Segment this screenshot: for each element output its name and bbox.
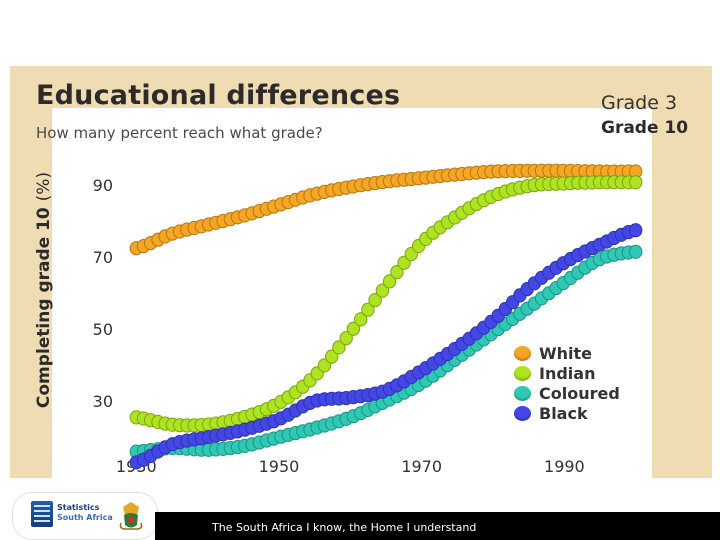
chart-subtitle: How many percent reach what grade?	[36, 124, 323, 142]
series-indian	[129, 175, 643, 433]
marker-indian-34	[375, 283, 390, 298]
legend-label-black: Black	[539, 403, 588, 423]
y-tick-label-70: 70	[93, 248, 113, 267]
x-tick-label-1970: 1970	[401, 457, 442, 476]
chart-title: Educational differences	[36, 80, 401, 111]
legend-item-black: Black	[514, 403, 588, 423]
stats-sa-logo: Statistics South Africa	[12, 492, 158, 540]
legend-label-coloured: Coloured	[539, 383, 620, 403]
y-tick-label-90: 90	[93, 176, 113, 195]
stats-sa-wordmark: Statistics South Africa	[57, 503, 113, 523]
marker-indian-28	[332, 340, 346, 355]
marker-coloured-69	[629, 244, 643, 259]
x-tick-label-1950: 1950	[259, 457, 300, 476]
series-white	[129, 163, 643, 256]
marker-indian-35	[382, 274, 397, 289]
legend-swatch-black	[514, 405, 531, 421]
legend-label-white: White	[539, 343, 593, 363]
series-black	[129, 223, 643, 470]
marker-indian-27	[325, 349, 339, 364]
marker-indian-29	[339, 331, 353, 346]
legend-label-indian: Indian	[539, 363, 596, 383]
marker-indian-31	[354, 312, 368, 327]
coat-of-arms-icon	[119, 502, 143, 530]
marker-indian-32	[361, 302, 375, 317]
grade-option-3[interactable]: Grade 3	[601, 92, 678, 114]
stats-sa-line1: Statistics	[57, 503, 100, 512]
x-tick-label-1990: 1990	[544, 457, 585, 476]
marker-indian-36	[390, 265, 404, 280]
stats-sa-line2: South Africa	[57, 513, 113, 522]
legend-item-coloured: Coloured	[514, 383, 620, 403]
grade-option-10[interactable]: Grade 10	[601, 118, 689, 138]
y-tick-label-30: 30	[93, 392, 113, 411]
legend-swatch-coloured	[514, 385, 531, 401]
legend-swatch-white	[514, 345, 531, 361]
marker-indian-69	[629, 175, 643, 190]
statistics-building-icon	[31, 501, 53, 527]
legend-item-white: White	[514, 343, 592, 363]
marker-indian-30	[346, 321, 361, 336]
marker-indian-33	[368, 293, 382, 308]
legend-item-indian: Indian	[514, 363, 595, 383]
legend-swatch-indian	[514, 365, 531, 381]
marker-black-69	[629, 223, 643, 238]
footer-tagline: The South Africa I know, the Home I unde…	[212, 521, 477, 534]
y-tick-label-50: 50	[93, 320, 113, 339]
footer-bar: The South Africa I know, the Home I unde…	[155, 512, 720, 540]
